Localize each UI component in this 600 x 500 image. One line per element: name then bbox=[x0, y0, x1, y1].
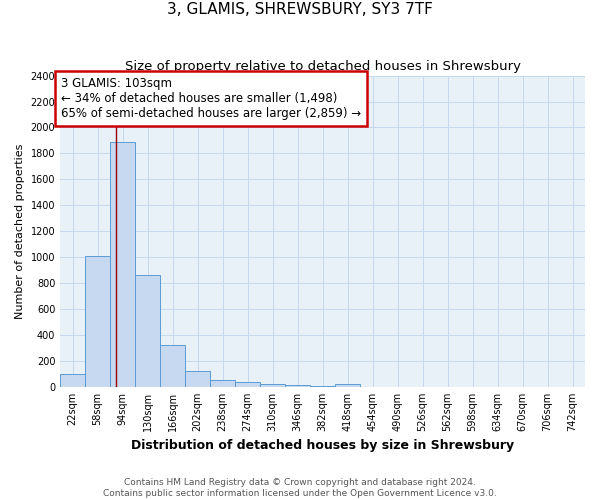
Title: Size of property relative to detached houses in Shrewsbury: Size of property relative to detached ho… bbox=[125, 60, 521, 73]
Bar bbox=[110, 142, 135, 387]
Bar bbox=[335, 384, 360, 387]
Bar bbox=[210, 380, 235, 387]
Bar bbox=[260, 384, 285, 387]
X-axis label: Distribution of detached houses by size in Shrewsbury: Distribution of detached houses by size … bbox=[131, 440, 514, 452]
Bar bbox=[60, 374, 85, 387]
Text: Contains HM Land Registry data © Crown copyright and database right 2024.
Contai: Contains HM Land Registry data © Crown c… bbox=[103, 478, 497, 498]
Y-axis label: Number of detached properties: Number of detached properties bbox=[15, 144, 25, 319]
Bar bbox=[85, 256, 110, 387]
Bar bbox=[285, 385, 310, 387]
Bar bbox=[160, 346, 185, 387]
Bar bbox=[235, 382, 260, 387]
Bar bbox=[310, 386, 335, 387]
Bar bbox=[185, 372, 210, 387]
Text: 3, GLAMIS, SHREWSBURY, SY3 7TF: 3, GLAMIS, SHREWSBURY, SY3 7TF bbox=[167, 2, 433, 18]
Text: 3 GLAMIS: 103sqm
← 34% of detached houses are smaller (1,498)
65% of semi-detach: 3 GLAMIS: 103sqm ← 34% of detached house… bbox=[61, 77, 361, 120]
Bar bbox=[135, 276, 160, 387]
